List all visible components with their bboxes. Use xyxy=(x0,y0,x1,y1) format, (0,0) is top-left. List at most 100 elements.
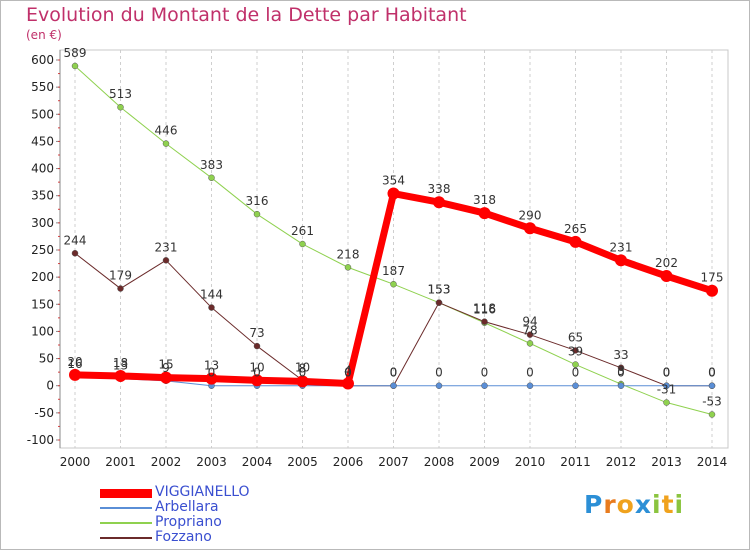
x-tick-label: 2012 xyxy=(606,455,637,469)
data-point xyxy=(251,374,263,387)
data-label: 0 xyxy=(617,366,625,380)
data-label: 13 xyxy=(113,359,128,373)
x-tick-label: 2011 xyxy=(560,455,591,469)
legend-swatch xyxy=(100,522,152,524)
data-point xyxy=(569,235,582,248)
data-label: 0 xyxy=(390,366,398,380)
y-tick-label: 150 xyxy=(31,297,54,311)
data-point xyxy=(708,382,716,389)
y-tick-label: 0 xyxy=(46,379,54,393)
data-label: 218 xyxy=(337,247,360,261)
brand-logo: Proxiti xyxy=(584,490,684,519)
data-label: 0 xyxy=(708,366,716,380)
data-point xyxy=(117,103,124,111)
x-tick-label: 2008 xyxy=(424,455,455,469)
x-tick-label: 2009 xyxy=(469,455,500,469)
data-label: 0 xyxy=(208,366,216,380)
data-label: 0 xyxy=(708,366,716,380)
legend-label: Arbellara xyxy=(155,499,219,515)
data-point xyxy=(660,270,673,283)
data-labels: 589 513 446 383 316 261 218 187 153 116 78 39 3 -31 -5… xyxy=(64,46,724,409)
data-point xyxy=(435,299,443,306)
x-tick-label: 2005 xyxy=(287,455,318,469)
data-label: 175 xyxy=(701,271,724,285)
data-point xyxy=(572,382,579,389)
data-label: 13 xyxy=(204,359,219,373)
logo-letter: P xyxy=(584,490,604,519)
data-label: 65 xyxy=(568,330,583,344)
series-layer xyxy=(69,62,718,418)
data-point xyxy=(390,382,397,389)
data-point xyxy=(253,210,261,218)
legend-label: VIGGIANELLO xyxy=(155,484,250,500)
data-label: 0 xyxy=(572,366,580,380)
data-label: 8 xyxy=(299,361,307,375)
data-point xyxy=(617,364,625,372)
data-label: 10 xyxy=(249,360,264,374)
data-label: -31 xyxy=(657,383,677,397)
data-label: 0 xyxy=(663,366,671,380)
data-label: 446 xyxy=(155,124,178,138)
data-label: 231 xyxy=(155,240,178,254)
chart-title: Evolution du Montant de la Dette par Hab… xyxy=(26,4,467,26)
data-label: 18 xyxy=(113,356,128,370)
data-label: 0 xyxy=(344,366,352,380)
data-label: -53 xyxy=(702,394,722,408)
x-tick-label: 2003 xyxy=(196,455,227,469)
data-label: 0 xyxy=(344,366,352,380)
data-point xyxy=(160,371,172,384)
data-label: 118 xyxy=(473,302,496,316)
data-label: 265 xyxy=(564,222,587,236)
data-point xyxy=(617,382,625,389)
data-point xyxy=(435,382,443,389)
data-point xyxy=(299,240,306,248)
data-point xyxy=(663,399,670,406)
legend-swatch xyxy=(100,507,152,509)
data-point xyxy=(615,254,627,267)
legend-swatch xyxy=(100,537,152,539)
data-label: 383 xyxy=(200,158,223,172)
line-chart: 2000 2001 2002 2003 2004 2005 2006 2007 2008 2009… xyxy=(27,46,729,469)
data-point xyxy=(481,318,488,325)
data-label: 16 xyxy=(67,357,82,371)
x-tick-label: 2004 xyxy=(242,455,273,469)
data-label: 153 xyxy=(428,283,451,297)
data-label: 290 xyxy=(519,208,542,222)
y-tick-label: -50 xyxy=(34,406,54,420)
y-tick-label: 400 xyxy=(31,162,54,176)
data-label: 338 xyxy=(428,182,451,196)
logo-letter: i xyxy=(652,490,662,519)
data-point xyxy=(433,196,445,209)
x-tick-label: 2006 xyxy=(333,455,364,469)
y-tick-label: 350 xyxy=(31,189,54,203)
data-label: 354 xyxy=(382,174,405,188)
data-point xyxy=(390,280,397,288)
data-point xyxy=(706,284,718,297)
data-point xyxy=(481,382,488,389)
y-tick-label: 250 xyxy=(31,243,54,257)
data-point xyxy=(572,361,579,368)
data-point xyxy=(572,347,579,354)
data-label: 73 xyxy=(249,326,264,340)
data-point xyxy=(344,264,352,271)
x-tick-label: 2014 xyxy=(697,455,728,469)
data-label: 0 xyxy=(435,366,443,380)
data-label: 261 xyxy=(291,224,314,238)
data-label: 78 xyxy=(522,323,537,337)
y-tick-label: -100 xyxy=(27,433,54,447)
data-point xyxy=(253,342,261,350)
data-label: 244 xyxy=(64,233,87,247)
y-tick-label: 300 xyxy=(31,216,54,230)
axes: 2000 2001 2002 2003 2004 2005 2006 2007 2008 2009… xyxy=(27,49,729,469)
data-label: 179 xyxy=(109,269,132,283)
data-label: 39 xyxy=(568,345,583,359)
logo-letter: r xyxy=(603,490,617,519)
y-tick-label: 550 xyxy=(31,80,54,94)
data-point xyxy=(526,331,534,338)
data-label: 94 xyxy=(522,315,537,329)
y-tick-label: 50 xyxy=(39,352,54,366)
data-point xyxy=(478,207,491,220)
data-point xyxy=(114,369,127,382)
data-point xyxy=(69,368,81,381)
data-label: 513 xyxy=(109,87,132,101)
